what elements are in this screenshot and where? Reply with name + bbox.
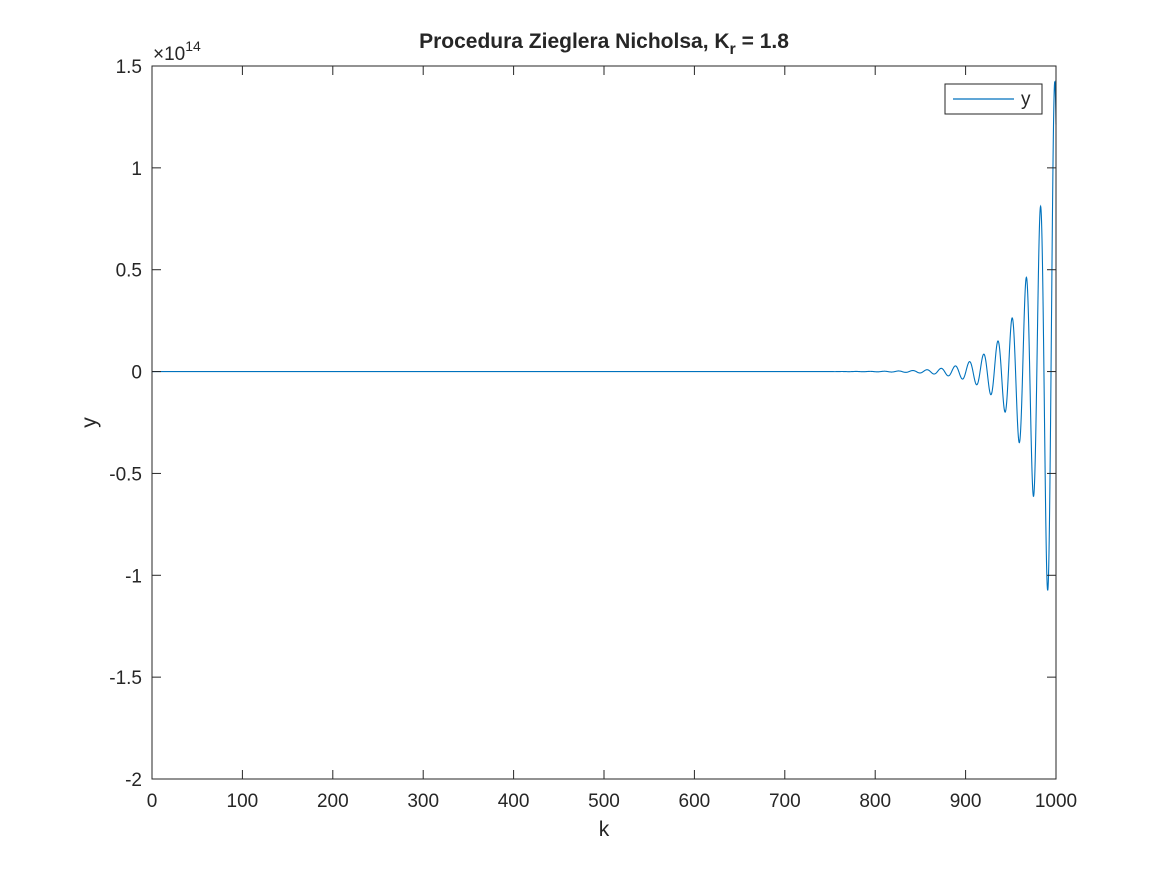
title-main: Procedura Zieglera Nicholsa, K xyxy=(419,30,729,53)
series-layer xyxy=(152,80,1057,591)
chart-title: Procedura Zieglera Nicholsa, Kr = 1.8 xyxy=(419,30,789,58)
y-axis-exponent: ×1014 xyxy=(153,38,201,65)
x-tick-label: 900 xyxy=(950,791,982,812)
x-tick-label: 700 xyxy=(769,791,801,812)
legend-label-y: y xyxy=(1021,89,1031,110)
x-tick-label: 400 xyxy=(498,791,530,812)
x-tick-label: 1000 xyxy=(1035,791,1077,812)
x-tick-label: 500 xyxy=(588,791,620,812)
title-value: = 1.8 xyxy=(736,30,789,53)
y-tick-label: 0.5 xyxy=(116,261,142,282)
title-subscript: r xyxy=(730,41,736,58)
plot-frame xyxy=(151,65,1057,780)
y-tick-label: -1.5 xyxy=(109,668,142,689)
y-axis-ticks: 1.5 1 0.5 0 -0.5 -1 -1.5 -2 xyxy=(109,57,1056,791)
x-tick-label: 200 xyxy=(317,791,349,812)
x-tick-label: 800 xyxy=(859,791,891,812)
y-tick-label: 0 xyxy=(131,363,142,384)
y-tick-label: -2 xyxy=(125,770,142,791)
y-tick-label: 1.5 xyxy=(116,57,142,78)
y-exponent-base: ×10 xyxy=(153,44,185,65)
x-tick-label: 300 xyxy=(407,791,439,812)
y-exponent-power: 14 xyxy=(185,38,201,54)
y-axis-label: y xyxy=(78,417,101,428)
x-tick-label: 600 xyxy=(679,791,711,812)
y-tick-label: 1 xyxy=(131,159,142,180)
y-tick-label: -0.5 xyxy=(109,464,142,485)
x-axis-ticks: 0 100 200 300 400 500 600 700 800 900 1000 xyxy=(147,66,1077,812)
x-axis-label: k xyxy=(599,818,610,841)
legend[interactable]: y xyxy=(944,83,1043,115)
series-line-y xyxy=(152,80,1057,591)
y-tick-label: -1 xyxy=(125,566,142,587)
x-tick-label: 100 xyxy=(227,791,259,812)
x-tick-label: 0 xyxy=(147,791,158,812)
